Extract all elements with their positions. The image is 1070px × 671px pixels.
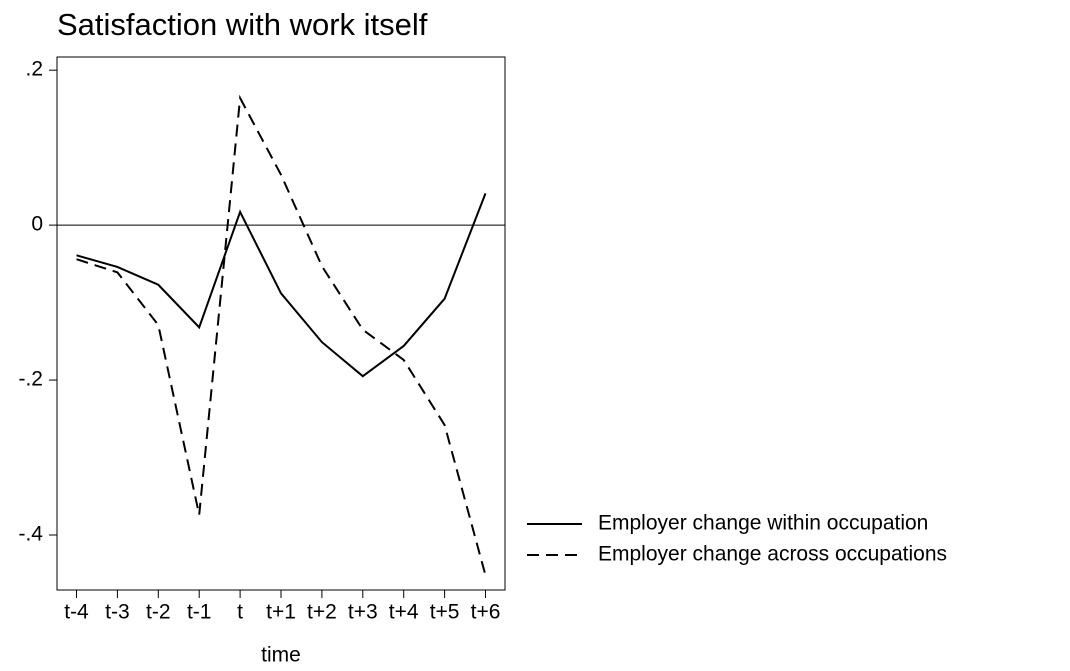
x-axis-title: time [261, 644, 301, 667]
y-tick-label: -.2 [18, 368, 43, 391]
x-tick-label: t+3 [348, 601, 378, 624]
plot-frame [56, 56, 506, 591]
x-tick-label: t+4 [389, 601, 419, 624]
legend-label: Employer change within occupation [598, 512, 928, 535]
legend-label: Employer change across occupations [598, 543, 947, 566]
x-tick-label: t-2 [146, 601, 171, 624]
x-tick-label: t-1 [187, 601, 212, 624]
y-tick-label: 0 [31, 213, 43, 236]
x-tick-label: t+6 [471, 601, 501, 624]
line-series [76, 192, 487, 378]
line-series [76, 94, 487, 576]
x-tick-label: t-4 [64, 601, 89, 624]
y-tick-label: -.4 [18, 523, 43, 546]
x-tick-label: t-3 [105, 601, 130, 624]
x-tick-label: t [237, 601, 243, 624]
x-tick-label: t+5 [430, 601, 460, 624]
x-tick-label: t+2 [307, 601, 337, 624]
chart-title: Satisfaction with work itself [57, 7, 428, 42]
y-tick-label: .2 [25, 58, 43, 81]
x-tick-label: t+1 [266, 601, 296, 624]
